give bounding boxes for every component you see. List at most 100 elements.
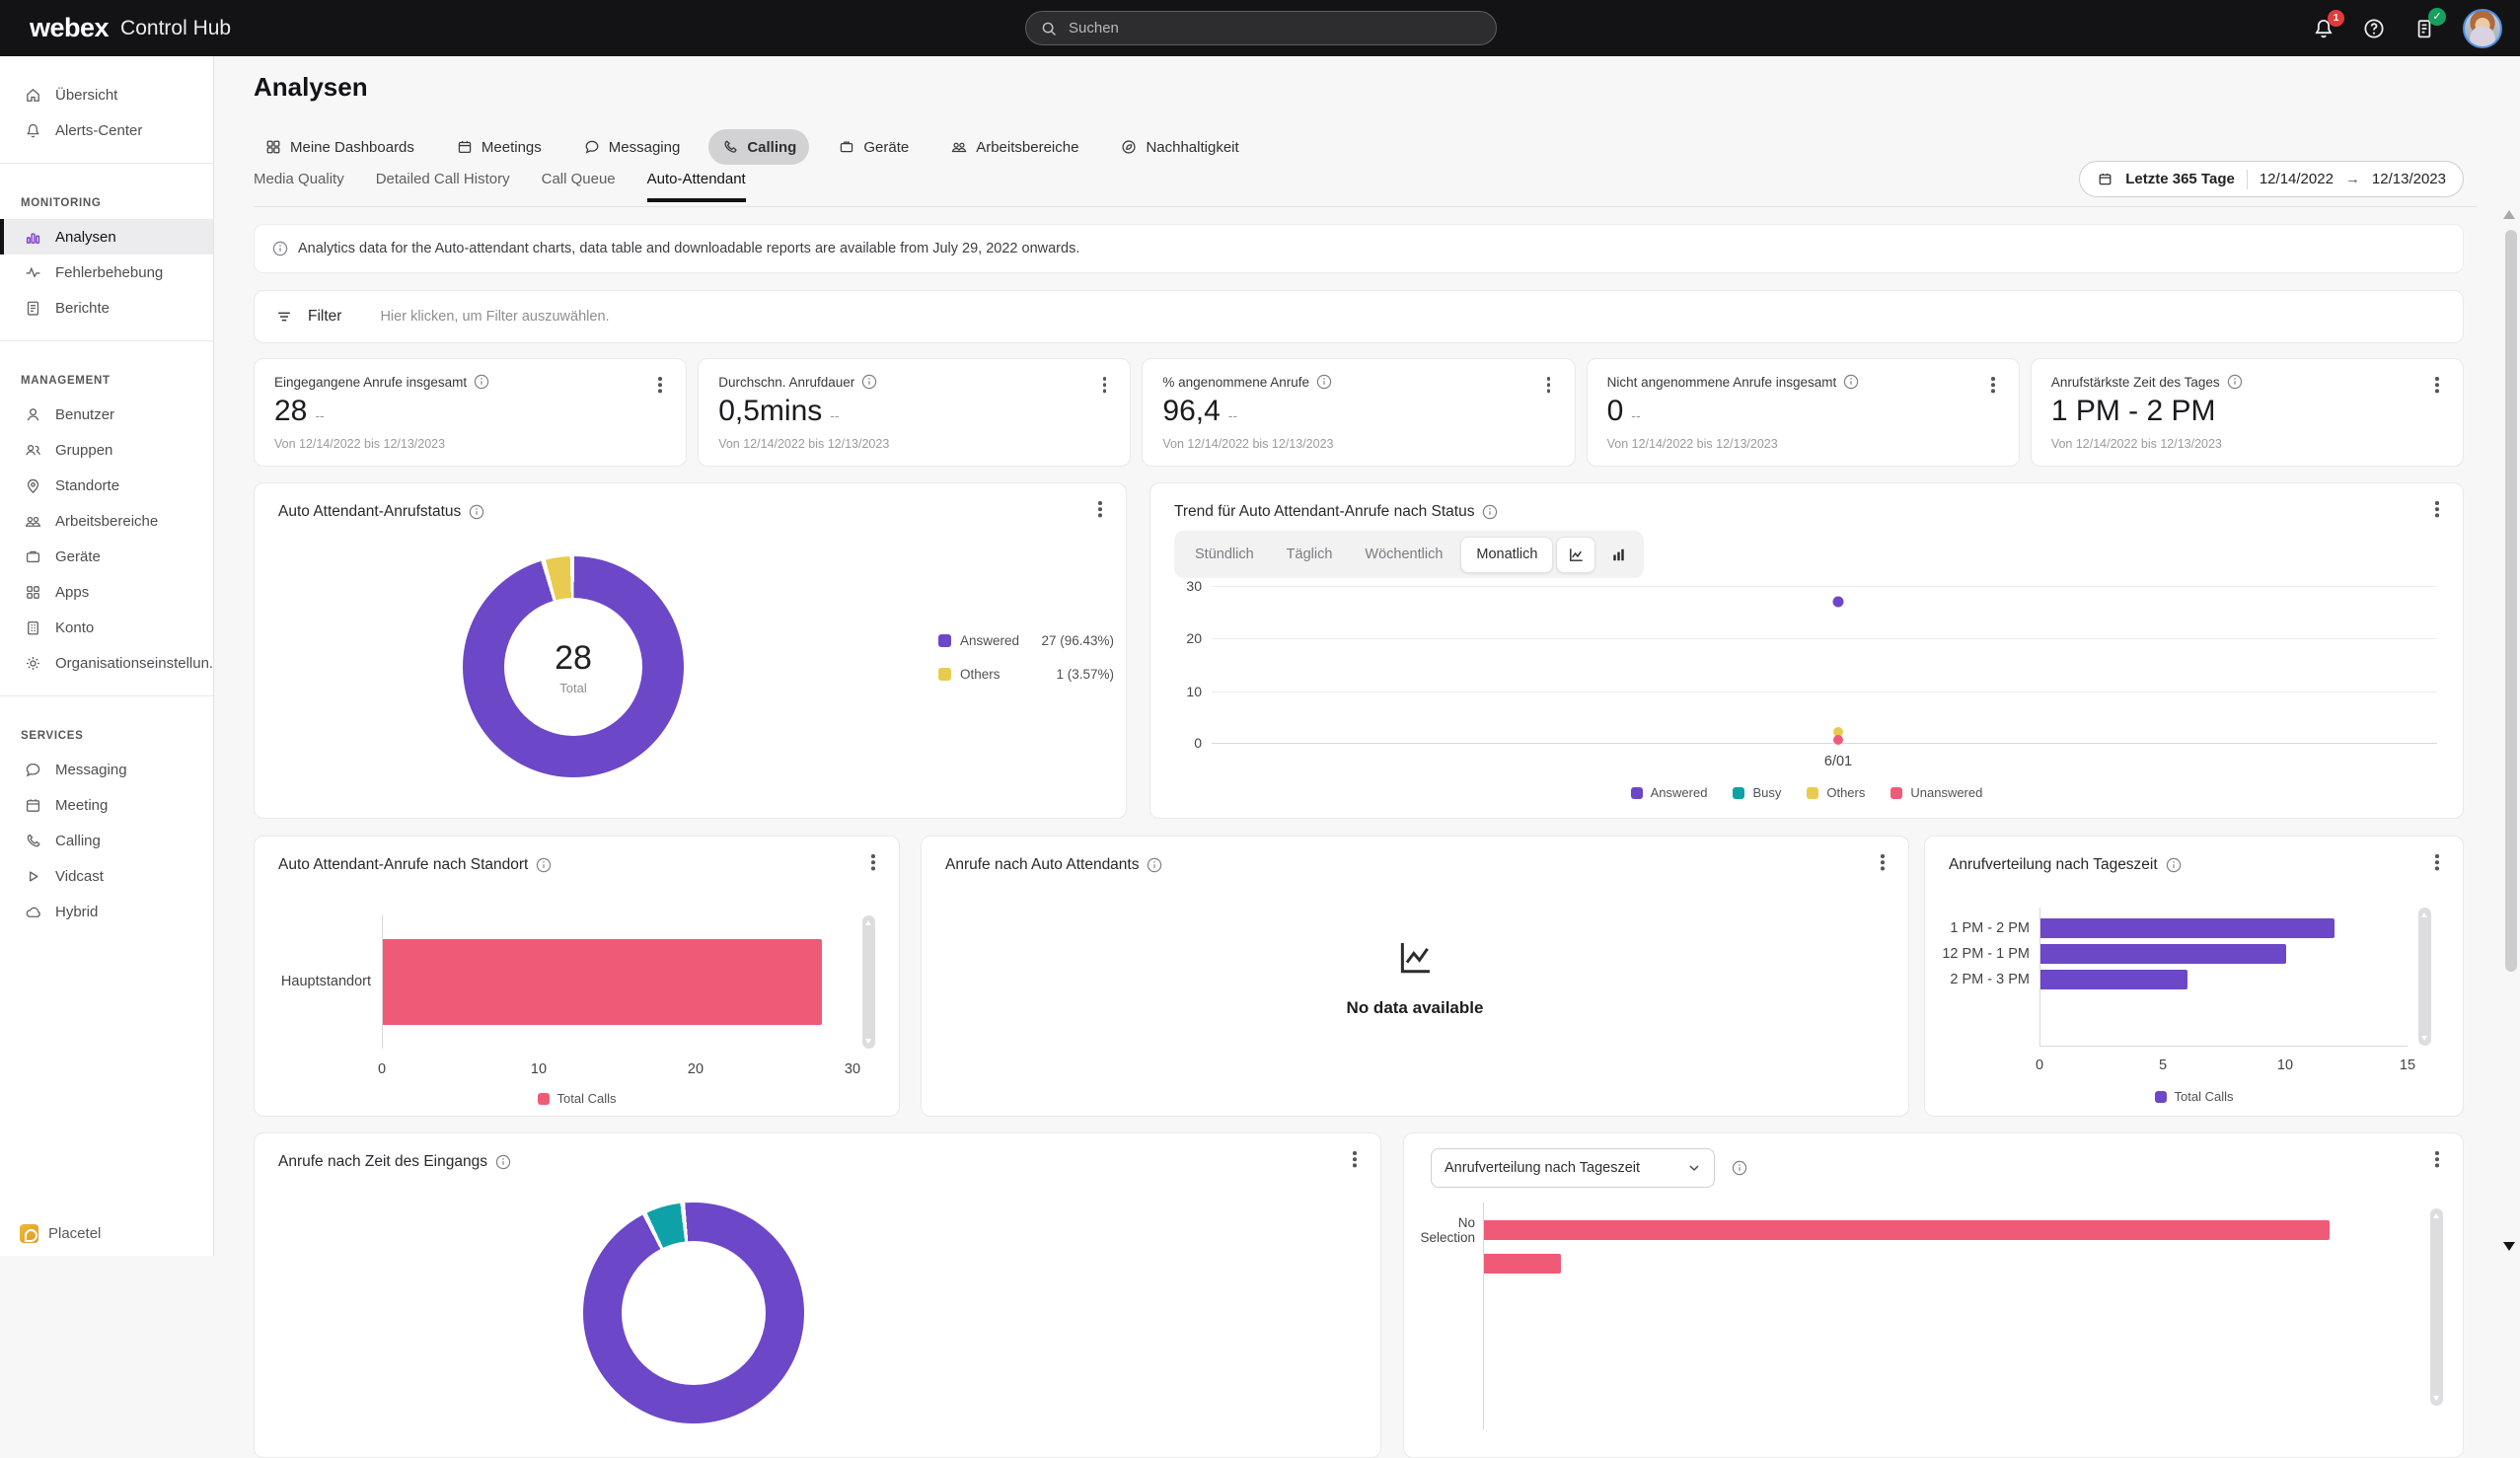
sidebar-item-label: Benutzer bbox=[55, 406, 114, 423]
subtab-auto-attendant[interactable]: Auto-Attendant bbox=[647, 171, 746, 202]
notifications-bell-icon[interactable]: 1 bbox=[2312, 17, 2335, 40]
sidebar-item-vidcast[interactable]: Vidcast bbox=[0, 858, 213, 894]
select-value: Anrufverteilung nach Tageszeit bbox=[1445, 1160, 1640, 1176]
kebab-menu-icon[interactable] bbox=[2427, 375, 2447, 395]
whats-new-icon[interactable]: ✓ bbox=[2412, 17, 2436, 40]
info-icon[interactable] bbox=[861, 374, 877, 390]
kebab-menu-icon[interactable] bbox=[1873, 852, 1892, 872]
tab-messaging[interactable]: Messaging bbox=[570, 129, 694, 165]
sidebar-item-calling[interactable]: Calling bbox=[0, 823, 213, 858]
info-icon[interactable] bbox=[1843, 374, 1859, 390]
bar-no-selection[interactable] bbox=[1484, 1220, 2330, 1240]
filter-bar[interactable]: Filter Hier klicken, um Filter auszuwähl… bbox=[254, 290, 2464, 343]
kebab-menu-icon[interactable] bbox=[2427, 1149, 2447, 1169]
legend-item-answered[interactable]: Answered bbox=[1631, 785, 1708, 800]
date-range-picker[interactable]: Letzte 365 Tage 12/14/2022 → 12/13/2023 bbox=[2079, 161, 2464, 197]
sidebar-item-gruppen[interactable]: Gruppen bbox=[0, 432, 213, 468]
date-range-start[interactable]: 12/14/2022 bbox=[2260, 171, 2334, 187]
date-range-end[interactable]: 12/13/2023 bbox=[2372, 171, 2446, 187]
subtab-media-quality[interactable]: Media Quality bbox=[254, 171, 344, 202]
sidebar-item-organisationseinstellungen[interactable]: Organisationseinstellun... bbox=[0, 645, 213, 681]
toggle-taeglich[interactable]: Täglich bbox=[1272, 537, 1348, 573]
tab-meetings[interactable]: Meetings bbox=[443, 129, 555, 165]
kebab-menu-icon[interactable] bbox=[1094, 375, 1114, 395]
info-icon[interactable] bbox=[469, 504, 484, 520]
subtab-call-queue[interactable]: Call Queue bbox=[542, 171, 616, 202]
sidebar-item-standorte[interactable]: Standorte bbox=[0, 468, 213, 503]
entry-time-donut-chart[interactable] bbox=[583, 1203, 804, 1423]
data-point-unanswered[interactable] bbox=[1833, 735, 1843, 745]
users-group-icon bbox=[24, 441, 42, 460]
sidebar-item-alerts-center[interactable]: Alerts-Center bbox=[0, 112, 213, 148]
kebab-menu-icon[interactable] bbox=[863, 852, 883, 872]
info-icon[interactable] bbox=[1732, 1160, 1747, 1176]
bar-chart-view-icon[interactable] bbox=[1598, 537, 1638, 573]
webex-logo[interactable]: webex bbox=[30, 13, 109, 43]
sidebar-item-konto[interactable]: Konto bbox=[0, 610, 213, 645]
info-icon[interactable] bbox=[1316, 374, 1332, 390]
bar-1pm-2pm[interactable] bbox=[2040, 918, 2335, 938]
home-icon bbox=[24, 86, 42, 105]
placetel-footer[interactable]: Placetel bbox=[20, 1224, 101, 1243]
legend-item-others[interactable]: Others bbox=[1807, 785, 1865, 800]
kebab-menu-icon[interactable] bbox=[1345, 1149, 1365, 1169]
tab-calling[interactable]: Calling bbox=[708, 129, 809, 165]
toggle-monatlich[interactable]: Monatlich bbox=[1460, 537, 1553, 573]
card-title: Anrufe nach Zeit des Eingangs bbox=[278, 1153, 511, 1171]
sidebar-item-geraete[interactable]: Geräte bbox=[0, 539, 213, 574]
toggle-stuendlich[interactable]: Stündlich bbox=[1180, 537, 1269, 573]
legend-item-others[interactable]: Others 1 (3.57%) bbox=[938, 667, 1114, 682]
kebab-menu-icon[interactable] bbox=[650, 375, 670, 395]
info-icon[interactable] bbox=[2227, 374, 2243, 390]
bar-hauptstandort[interactable] bbox=[383, 939, 822, 1025]
subtab-detailed-call-history[interactable]: Detailed Call History bbox=[376, 171, 510, 202]
legend-item-answered[interactable]: Answered 27 (96.43%) bbox=[938, 633, 1114, 648]
kebab-menu-icon[interactable] bbox=[1539, 375, 1559, 395]
scrollbar-down-arrow[interactable] bbox=[2503, 1242, 2515, 1251]
tab-meine-dashboards[interactable]: Meine Dashboards bbox=[252, 129, 427, 165]
workspaces-icon bbox=[950, 138, 968, 156]
help-icon[interactable] bbox=[2362, 17, 2386, 40]
sidebar-item-hybrid[interactable]: Hybrid bbox=[0, 894, 213, 929]
kebab-menu-icon[interactable] bbox=[1090, 499, 1110, 519]
info-icon[interactable] bbox=[474, 374, 489, 390]
bar-12pm-1pm[interactable] bbox=[2040, 944, 2286, 964]
chart-select-dropdown[interactable]: Anrufverteilung nach Tageszeit bbox=[1431, 1148, 1715, 1188]
bar-partial[interactable] bbox=[1484, 1254, 1561, 1274]
legend-item-busy[interactable]: Busy bbox=[1733, 785, 1781, 800]
scrollbar-thumb[interactable] bbox=[2505, 230, 2517, 972]
sidebar-item-arbeitsbereiche[interactable]: Arbeitsbereiche bbox=[0, 503, 213, 539]
info-icon[interactable] bbox=[1147, 857, 1162, 873]
sidebar-item-uebersicht[interactable]: Übersicht bbox=[0, 77, 213, 112]
bar-2pm-3pm[interactable] bbox=[2040, 970, 2187, 989]
toggle-woechentlich[interactable]: Wöchentlich bbox=[1350, 537, 1457, 573]
info-icon[interactable] bbox=[495, 1154, 511, 1170]
chart-scrollbar[interactable] bbox=[862, 915, 875, 1049]
legend-item-unanswered[interactable]: Unanswered bbox=[1890, 785, 1982, 800]
scrollbar-up-arrow[interactable] bbox=[2503, 210, 2515, 219]
tab-arbeitsbereiche[interactable]: Arbeitsbereiche bbox=[937, 129, 1091, 165]
sidebar-item-benutzer[interactable]: Benutzer bbox=[0, 397, 213, 432]
kebab-menu-icon[interactable] bbox=[2427, 852, 2447, 872]
chart-scrollbar[interactable] bbox=[2418, 908, 2431, 1046]
sidebar-item-apps[interactable]: Apps bbox=[0, 574, 213, 610]
info-icon[interactable] bbox=[536, 857, 552, 873]
legend-item-total-calls[interactable]: Total Calls bbox=[538, 1091, 617, 1106]
line-chart-view-icon[interactable] bbox=[1556, 537, 1595, 573]
avatar[interactable] bbox=[2463, 9, 2502, 48]
search-input[interactable]: Suchen bbox=[1025, 11, 1497, 45]
sidebar-item-berichte[interactable]: Berichte bbox=[0, 290, 213, 326]
info-icon[interactable] bbox=[1482, 504, 1498, 520]
kebab-menu-icon[interactable] bbox=[1983, 375, 2003, 395]
sidebar-item-meeting[interactable]: Meeting bbox=[0, 787, 213, 823]
chart-scrollbar[interactable] bbox=[2430, 1208, 2443, 1406]
sidebar-item-analysen[interactable]: Analysen bbox=[0, 219, 213, 255]
sidebar-item-messaging[interactable]: Messaging bbox=[0, 752, 213, 787]
legend-item-total-calls[interactable]: Total Calls bbox=[2155, 1089, 2234, 1104]
data-point-answered[interactable] bbox=[1833, 597, 1844, 608]
info-icon[interactable] bbox=[2166, 857, 2182, 873]
sidebar-item-fehlerbehebung[interactable]: Fehlerbehebung bbox=[0, 255, 213, 290]
kebab-menu-icon[interactable] bbox=[2427, 499, 2447, 519]
tab-nachhaltigkeit[interactable]: Nachhaltigkeit bbox=[1107, 129, 1251, 165]
tab-geraete[interactable]: Geräte bbox=[825, 129, 922, 165]
